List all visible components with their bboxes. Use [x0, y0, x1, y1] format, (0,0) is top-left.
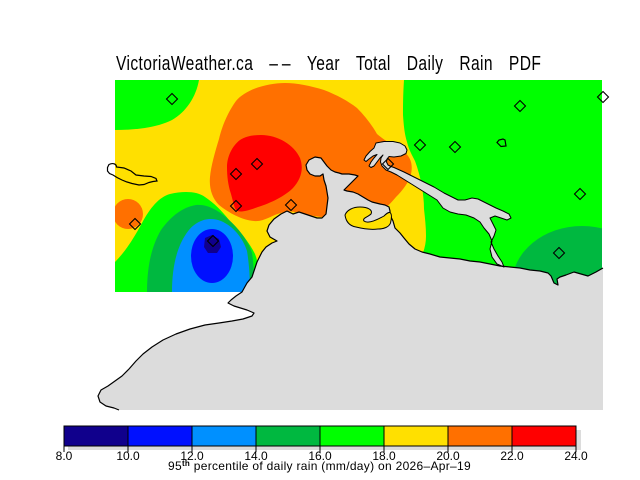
svg-text:VictoriaWeather.ca – – Year To: VictoriaWeather.ca – – Year Total Daily … [116, 52, 541, 74]
svg-text:20.0: 20.0 [436, 449, 460, 463]
svg-text:16.0: 16.0 [308, 449, 332, 463]
svg-text:10.0: 10.0 [116, 449, 140, 463]
svg-text:22.0: 22.0 [500, 449, 524, 463]
svg-text:18.0: 18.0 [372, 449, 396, 463]
svg-text:14.0: 14.0 [244, 449, 268, 463]
svg-text:12.0: 12.0 [180, 449, 204, 463]
svg-text:95th percentile of daily rain: 95th percentile of daily rain (mm/day) o… [168, 459, 471, 473]
svg-text:8.0: 8.0 [56, 449, 73, 463]
svg-text:24.0: 24.0 [564, 449, 588, 463]
